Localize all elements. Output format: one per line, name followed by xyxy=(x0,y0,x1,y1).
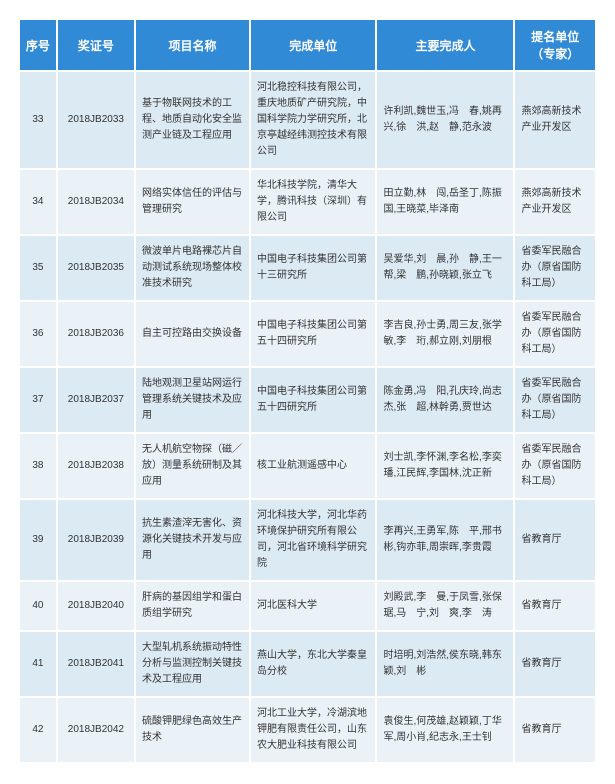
cell-persons: 刘殿武,李 曼,于凤雪,张保琚,马 宁,刘 爽,李 涛 xyxy=(376,581,514,631)
table-row: 362018JB2036自主可控路由交换设备中国电子科技集团公司第五十四研究所李… xyxy=(20,301,595,367)
cell-seq: 39 xyxy=(20,499,57,581)
cell-cert: 2018JB2034 xyxy=(57,169,135,235)
cell-nominator: 省教育厅 xyxy=(514,499,595,581)
cell-seq: 38 xyxy=(20,433,57,499)
cell-name: 网络实体信任的评估与管理研究 xyxy=(135,169,250,235)
cell-seq: 34 xyxy=(20,169,57,235)
cell-seq: 35 xyxy=(20,235,57,301)
cell-name: 自主可控路由交换设备 xyxy=(135,301,250,367)
cell-nominator: 省委军民融合办（原省国防科工局） xyxy=(514,433,595,499)
col-seq: 序号 xyxy=(20,20,57,71)
cell-nominator: 省委军民融合办（原省国防科工局） xyxy=(514,367,595,433)
table-header-row: 序号 奖证号 项目名称 完成单位 主要完成人 提名单位（专家） xyxy=(20,20,595,71)
cell-persons: 田立勤,林 闯,岳圣丁,陈振国,王晓菜,毕泽南 xyxy=(376,169,514,235)
cell-cert: 2018JB2040 xyxy=(57,581,135,631)
cell-nominator: 省教育厅 xyxy=(514,697,595,763)
awards-table: 序号 奖证号 项目名称 完成单位 主要完成人 提名单位（专家） 332018JB… xyxy=(20,20,595,764)
table-row: 382018JB2038无人机航空物探（磁／放）测量系统研制及其应用核工业航测遥… xyxy=(20,433,595,499)
cell-name: 大型轧机系统振动特性分析与监测控制关键技术及工程应用 xyxy=(135,631,250,697)
cell-unit: 燕山大学，东北大学秦皇岛分校 xyxy=(250,631,377,697)
cell-persons: 吴爱华,刘 晨,孙 静,王一帮,梁 鹏,孙晓颖,张立飞 xyxy=(376,235,514,301)
cell-seq: 41 xyxy=(20,631,57,697)
cell-unit: 河北工业大学，冷湖滨地钾肥有限责任公司，山东农大肥业科技有限公司 xyxy=(250,697,377,763)
cell-unit: 核工业航测遥感中心 xyxy=(250,433,377,499)
table-row: 412018JB2041大型轧机系统振动特性分析与监测控制关键技术及工程应用燕山… xyxy=(20,631,595,697)
table-row: 392018JB2039抗生素渣滓无害化、资源化关键技术开发与应用河北科技大学，… xyxy=(20,499,595,581)
cell-persons: 袁俊生,何茂雄,赵颖颖,丁华军,周小肖,纪志永,王士钊 xyxy=(376,697,514,763)
cell-name: 抗生素渣滓无害化、资源化关键技术开发与应用 xyxy=(135,499,250,581)
table-row: 332018JB2033基于物联网技术的工程、地质自动化安全监测产业链及工程应用… xyxy=(20,71,595,169)
cell-unit: 中国电子科技集团公司第五十四研究所 xyxy=(250,301,377,367)
table-row: 372018JB2037陆地观测卫星站网运行管理系统关键技术及应用中国电子科技集… xyxy=(20,367,595,433)
cell-persons: 时培明,刘浩然,侯东晓,韩东颖,刘 彬 xyxy=(376,631,514,697)
col-persons: 主要完成人 xyxy=(376,20,514,71)
table-row: 402018JB2040肝病的基因组学和蛋白质组学研究河北医科大学刘殿武,李 曼… xyxy=(20,581,595,631)
cell-name: 陆地观测卫星站网运行管理系统关键技术及应用 xyxy=(135,367,250,433)
cell-cert: 2018JB2041 xyxy=(57,631,135,697)
cell-nominator: 燕郊高新技术产业开发区 xyxy=(514,71,595,169)
cell-cert: 2018JB2033 xyxy=(57,71,135,169)
cell-name: 基于物联网技术的工程、地质自动化安全监测产业链及工程应用 xyxy=(135,71,250,169)
cell-nominator: 燕郊高新技术产业开发区 xyxy=(514,169,595,235)
table-row: 342018JB2034网络实体信任的评估与管理研究华北科技学院，清华大学，腾讯… xyxy=(20,169,595,235)
cell-nominator: 省委军民融合办（原省国防科工局） xyxy=(514,235,595,301)
cell-cert: 2018JB2035 xyxy=(57,235,135,301)
col-unit: 完成单位 xyxy=(250,20,377,71)
cell-seq: 37 xyxy=(20,367,57,433)
cell-persons: 许利凯,魏世玉,冯 春,姚再兴,徐 洪,赵 静,范永波 xyxy=(376,71,514,169)
cell-name: 肝病的基因组学和蛋白质组学研究 xyxy=(135,581,250,631)
cell-name: 无人机航空物探（磁／放）测量系统研制及其应用 xyxy=(135,433,250,499)
cell-unit: 中国电子科技集团公司第五十四研究所 xyxy=(250,367,377,433)
cell-cert: 2018JB2036 xyxy=(57,301,135,367)
cell-nominator: 省教育厅 xyxy=(514,631,595,697)
cell-cert: 2018JB2038 xyxy=(57,433,135,499)
cell-seq: 42 xyxy=(20,697,57,763)
cell-persons: 刘士凯,李怀渊,李名松,李奕璠,江民辉,李国林,沈正新 xyxy=(376,433,514,499)
col-name: 项目名称 xyxy=(135,20,250,71)
col-nominator: 提名单位（专家） xyxy=(514,20,595,71)
cell-cert: 2018JB2042 xyxy=(57,697,135,763)
cell-persons: 李吉良,孙士勇,周三友,张学敏,李 珩,郝立刚,刘朋根 xyxy=(376,301,514,367)
cell-seq: 33 xyxy=(20,71,57,169)
cell-unit: 中国电子科技集团公司第十三研究所 xyxy=(250,235,377,301)
cell-nominator: 省教育厅 xyxy=(514,581,595,631)
cell-name: 硫酸钾肥绿色高效生产技术 xyxy=(135,697,250,763)
cell-persons: 陈金勇,冯 阳,孔庆玲,尚志杰,张 超,林幹勇,贾世达 xyxy=(376,367,514,433)
cell-seq: 36 xyxy=(20,301,57,367)
cell-nominator: 省委军民融合办（原省国防科工局） xyxy=(514,301,595,367)
table-row: 352018JB2035微波单片电路裸芯片自动测试系统现场整体校准技术研究中国电… xyxy=(20,235,595,301)
cell-cert: 2018JB2039 xyxy=(57,499,135,581)
table-row: 422018JB2042硫酸钾肥绿色高效生产技术河北工业大学，冷湖滨地钾肥有限责… xyxy=(20,697,595,763)
cell-name: 微波单片电路裸芯片自动测试系统现场整体校准技术研究 xyxy=(135,235,250,301)
cell-seq: 40 xyxy=(20,581,57,631)
cell-unit: 河北医科大学 xyxy=(250,581,377,631)
cell-persons: 李再兴,王勇军,陈 平,邢书彬,钩亦菲,周崇晖,李贵霞 xyxy=(376,499,514,581)
cell-unit: 华北科技学院，清华大学，腾讯科技（深圳）有限公司 xyxy=(250,169,377,235)
cell-unit: 河北科技大学，河北华药环境保护研究所有限公司，河北省环境科学研究院 xyxy=(250,499,377,581)
cell-cert: 2018JB2037 xyxy=(57,367,135,433)
cell-unit: 河北稳控科技有限公司，重庆地质矿产研究院，中国科学院力学研究所，北京亭越经纬测控… xyxy=(250,71,377,169)
col-cert: 奖证号 xyxy=(57,20,135,71)
